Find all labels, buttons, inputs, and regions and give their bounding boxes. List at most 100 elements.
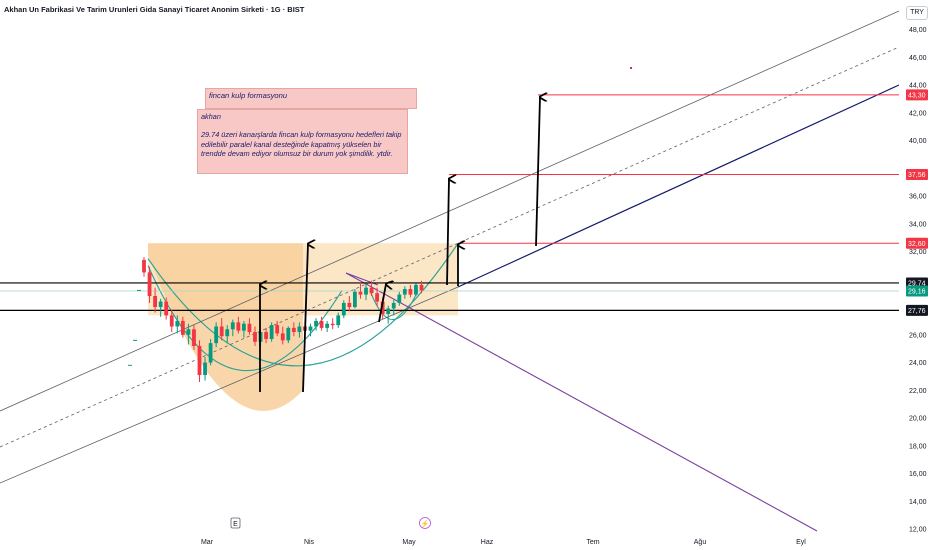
candle-body xyxy=(341,302,346,316)
candle-body xyxy=(375,293,379,302)
candle-body xyxy=(408,289,413,295)
candle-body xyxy=(319,320,324,328)
time-axis: Mar Nis May Haz Tem Ağu Eyl E ⚡ xyxy=(201,517,806,546)
candle-body xyxy=(214,326,219,344)
price-tick-label: 44,00 xyxy=(909,83,927,90)
candle-body xyxy=(169,315,174,327)
candle-body xyxy=(347,302,352,308)
candle-body xyxy=(353,291,357,308)
time-tick-label: Ağu xyxy=(694,539,707,546)
candle-body xyxy=(158,301,163,308)
price-tick-label: 20,00 xyxy=(909,416,927,423)
time-tick-label: May xyxy=(402,539,416,546)
time-tick-label: Mar xyxy=(201,539,214,546)
price-tick-label: 40,00 xyxy=(909,138,927,145)
channel-mid-line xyxy=(0,46,900,448)
time-tick-label: Eyl xyxy=(796,539,806,546)
candle-body xyxy=(264,332,268,339)
candle-body xyxy=(402,289,407,295)
candle-body xyxy=(164,301,169,316)
price-tick-label: 34,00 xyxy=(909,221,927,228)
price-label-badge xyxy=(906,285,928,297)
target-arrows-layer xyxy=(260,97,540,393)
price-label-text: 32,60 xyxy=(908,241,926,248)
trend-support-line xyxy=(457,84,900,288)
target-arrow xyxy=(535,97,540,247)
candle-body xyxy=(147,272,152,296)
candle-body xyxy=(308,326,313,331)
price-label-text: 37,56 xyxy=(908,172,926,179)
price-tick-label: 26,00 xyxy=(909,332,927,339)
candle-body xyxy=(192,329,196,346)
candle-body xyxy=(297,326,302,333)
candle-body xyxy=(358,291,363,295)
candle-body xyxy=(397,294,402,303)
price-label-badge xyxy=(906,304,928,316)
price-tick-label: 16,00 xyxy=(909,471,927,478)
stray-dot xyxy=(630,67,632,69)
price-tick-label: 48,00 xyxy=(909,27,927,34)
analysis-note-text: 29.74 üzeri kanaışlarda fincan kulp form… xyxy=(201,130,402,159)
candle-body xyxy=(230,322,235,330)
price-tick-label: 14,00 xyxy=(909,499,927,506)
dividend-marker xyxy=(419,517,431,529)
candle-body xyxy=(419,284,424,291)
chart-title: Akhan Un Fabrikasi Ve Tarim Urunleri Gid… xyxy=(4,5,305,14)
candle-body xyxy=(175,320,180,327)
candle-body xyxy=(275,325,280,334)
price-label-text: 29,74 xyxy=(908,280,926,287)
candle-body xyxy=(364,287,368,295)
price-tick-label: 36,00 xyxy=(909,194,927,201)
downtrend-line xyxy=(345,272,818,532)
candle-body xyxy=(414,284,418,295)
target-arrow xyxy=(378,284,386,323)
earnings-marker-text: E xyxy=(233,521,238,528)
price-label-text: 27,76 xyxy=(908,308,926,315)
price-tick-label: 32,00 xyxy=(909,249,927,256)
candle-body xyxy=(286,327,291,341)
time-tick-label: Haz xyxy=(481,539,494,546)
currency-button[interactable]: TRY xyxy=(906,6,928,20)
price-tick-label: 42,00 xyxy=(909,110,927,117)
candle-body xyxy=(203,362,207,376)
candle-body xyxy=(386,308,391,315)
price-label-text: 29,16 xyxy=(908,288,926,295)
candle-body xyxy=(142,259,146,273)
analysis-note[interactable]: akhan 29.74 üzeri kanaışlarda fincan kul… xyxy=(197,109,408,174)
candle-body xyxy=(280,333,285,341)
target-arrow xyxy=(302,244,308,393)
candle-body xyxy=(325,323,330,328)
candle-body xyxy=(197,345,202,376)
price-tick-label: 46,00 xyxy=(909,55,927,62)
price-label-badge xyxy=(906,168,928,180)
candle-body xyxy=(153,295,157,308)
target-arrow xyxy=(446,179,449,286)
candle-body xyxy=(314,320,318,327)
price-label-badge xyxy=(906,237,928,249)
time-tick-label: Tem xyxy=(586,539,599,546)
price-label-text: 43,30 xyxy=(908,92,926,99)
price-tick-label: 18,00 xyxy=(909,443,927,450)
price-tick-label: 12,00 xyxy=(909,527,927,534)
price-axis: 12,00 14,00 16,00 18,00 20,00 22,00 24,00 26,00… xyxy=(899,0,932,550)
analysis-note-title: akhan xyxy=(201,112,221,121)
candle-body xyxy=(291,327,296,333)
cup-handle-curve xyxy=(369,290,419,320)
candle-body xyxy=(208,343,213,363)
candle-body xyxy=(225,329,230,337)
candle-body xyxy=(247,323,252,333)
candle-body xyxy=(336,315,341,326)
pattern-note[interactable]: fincan kulp formasyonu xyxy=(205,88,417,109)
candle-body xyxy=(180,320,185,335)
candle-body xyxy=(219,326,224,337)
candle-body xyxy=(369,287,374,294)
dividend-marker-text: ⚡ xyxy=(421,519,430,528)
candle-body xyxy=(236,322,241,331)
price-tick-label: 22,00 xyxy=(909,388,927,395)
earnings-marker xyxy=(230,517,241,529)
candle-body xyxy=(391,302,396,309)
candle-body xyxy=(253,332,257,342)
candle-body xyxy=(380,301,385,315)
candle-body xyxy=(269,325,274,339)
